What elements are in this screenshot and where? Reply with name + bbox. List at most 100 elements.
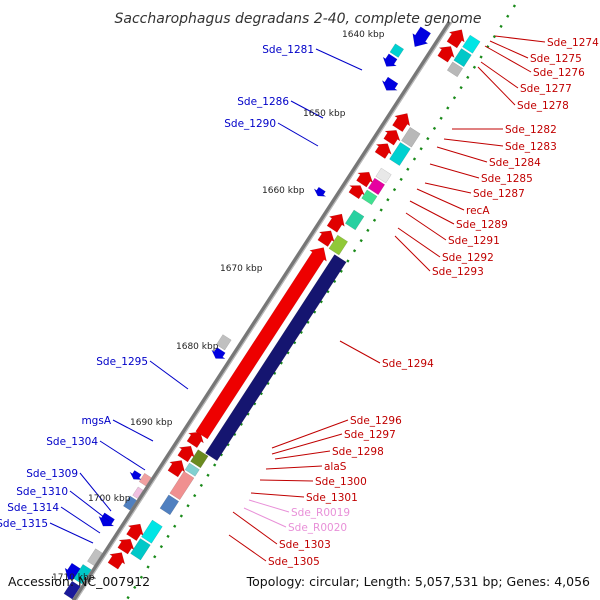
kbp-tick-label: 1670 kbp [220,264,263,274]
gene-label-left[interactable]: Sde_1310 [16,486,68,498]
gene-grey [87,548,103,566]
gene-label-right[interactable]: Sde_1292 [442,252,494,264]
tick-dot [139,575,144,579]
gene-label-right[interactable]: Sde_1298 [332,446,384,458]
gene-label-right[interactable]: Sde_1296 [350,415,402,427]
tick-dot [159,544,164,549]
gene-grey [446,61,464,78]
callout-line [277,122,319,147]
gene-label-right[interactable]: Sde_1291 [448,235,500,247]
forward-gene-arrow [446,29,465,49]
tick-dot [452,96,457,100]
gene-label-right[interactable]: Sde_1275 [530,53,582,65]
callout-line [436,146,488,163]
gene-pink [138,472,152,487]
gene-label-right[interactable]: Sde_1274 [547,37,599,49]
gene-label-right[interactable]: Sde_1278 [517,100,569,112]
gene-label-right[interactable]: Sde_1294 [382,358,434,370]
gene-label-right[interactable]: Sde_1305 [268,556,320,568]
gene-cyan [73,564,92,585]
reverse-gene-arrow [313,186,327,197]
gene-rna [132,486,144,499]
reverse-gene-arrow [129,469,143,480]
tick-dot [446,106,450,110]
gene-label-left[interactable]: mgsA [81,415,111,427]
kbp-tick-label: 1660 kbp [262,186,305,196]
tick-dot [286,351,290,355]
reverse-gene-arrow [381,76,399,91]
gene-label-left[interactable]: Sde_1304 [46,436,98,448]
gene-label-left[interactable]: Sde_1295 [96,356,148,368]
gene-label-right[interactable]: Sde_1297 [344,429,396,441]
gene-label-right[interactable]: Sde_1277 [520,83,572,95]
gene-label-right[interactable]: Sde_1289 [456,219,508,231]
gene-label-left[interactable]: Sde_1315 [0,518,48,530]
topology-text: Topology: circular; Length: 5,057,531 bp… [246,574,590,589]
gene-cyan [389,43,405,58]
gene-label-left[interactable]: Sde_1309 [26,468,78,480]
gene-label-right[interactable]: alaS [324,461,347,473]
callout-line [265,465,323,470]
gene-green [361,189,378,206]
forward-gene-arrow [186,431,205,449]
gene-label-right[interactable]: Sde_1293 [432,266,484,278]
gene-label-right[interactable]: Sde_1282 [505,124,557,136]
callout-line [271,433,343,455]
genome-backbone [71,20,452,600]
gene-label-left[interactable]: Sde_1290 [224,118,276,130]
tick-dot [299,330,303,335]
tick-dot [339,269,343,273]
gene-grey [215,334,232,351]
gene-label-right[interactable]: Sde_1283 [505,141,557,153]
gene-label-left[interactable]: Sde_1281 [262,44,314,56]
gene-label-left[interactable]: Sde_1286 [237,96,289,108]
gene-label-right[interactable]: Sde_R0020 [288,522,347,534]
gene-lime [328,234,349,256]
tick-dot [219,453,223,457]
gene-label-right[interactable]: Sde_1276 [533,67,585,79]
tick-dot [266,381,270,386]
tick-dot [279,361,283,365]
callout-line [274,450,331,460]
forward-gene-sde-1294 [195,247,327,440]
tick-dot [359,238,363,243]
gene-label-right[interactable]: Sde_R0019 [291,507,350,519]
callout-line [409,200,455,225]
gene-label-right[interactable]: Sde_1285 [481,173,533,185]
forward-gene-arrow [383,129,401,146]
callout-line [315,48,363,71]
tick-dot [272,371,277,375]
callout-line [60,506,101,534]
gene-label-right[interactable]: recA [466,205,490,217]
forward-gene-arrow [177,445,195,463]
kbp-tick-label: 1680 kbp [176,342,219,352]
label-callouts [49,35,546,562]
gene-label-right[interactable]: Sde_1303 [279,539,331,551]
callout-line [99,440,146,471]
callout-line [494,35,546,43]
forward-gene-arrow [317,230,335,247]
tick-dot [153,555,157,559]
callout-line [112,419,154,442]
gene-cyan [141,519,163,544]
tick-dot [239,422,243,426]
gene-label-right[interactable]: Sde_1301 [306,492,358,504]
tick-dot [479,55,483,59]
gene-label-left[interactable]: Sde_1314 [7,502,59,514]
gene-cyan [389,141,411,166]
callout-line [248,499,290,513]
tick-dot [379,208,383,212]
callout-line [243,507,287,528]
gene-label-right[interactable]: Sde_1300 [315,476,367,488]
tick-dot [166,534,170,539]
gene-label-right[interactable]: Sde_1287 [473,188,525,200]
gene-label-right[interactable]: Sde_1284 [489,157,541,169]
callout-line [484,45,532,73]
callout-line [480,61,519,89]
tick-dot [292,340,297,345]
forward-gene-arrow [107,552,126,570]
kbp-tick-label: 1640 kbp [342,30,385,40]
tick-dot [133,585,137,590]
tick-dot [372,218,377,222]
forward-gene-arrow [126,523,144,542]
